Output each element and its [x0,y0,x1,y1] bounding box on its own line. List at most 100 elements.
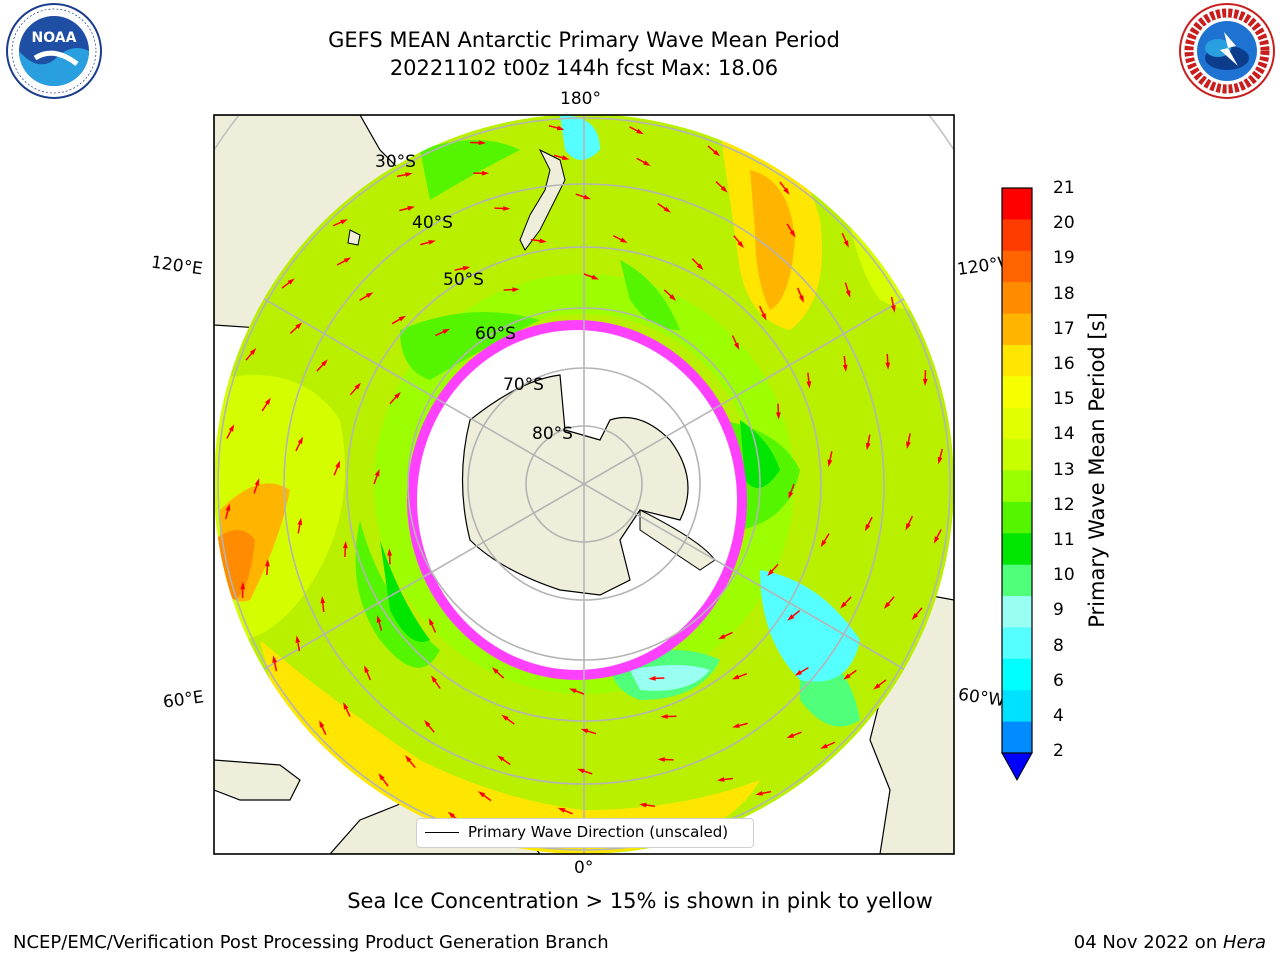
colorbar-tick-label: 16 [1053,354,1075,374]
colorbar-tick-label: 20 [1053,213,1075,234]
wave-arrow-head [343,702,349,710]
wave-arrow-head [407,206,415,211]
colorbar-segment [1002,564,1032,597]
wave-arrow-head [512,287,520,293]
wave-arrow-head [428,240,436,245]
wave-arrow-head [556,125,565,131]
wave-arrow-head [335,460,341,469]
colorbar-segment [1002,470,1032,503]
wave-arrow-head [424,719,431,727]
colorbar-tick-label: 17 [1053,318,1075,339]
wave-arrow-head [272,655,278,663]
wave-arrow-head [297,517,303,526]
wave-arrow-head [343,257,352,263]
lat-label-50s: 50°S [443,270,484,290]
wave-arrow-head [906,441,911,450]
wave-arrow-head [663,206,671,213]
wave-arrow-head [905,522,911,531]
wave-arrow-head [557,807,566,813]
wave-arrow-head [254,478,260,486]
wave-arrow-head [539,238,547,244]
wave-arrow-head [713,149,721,157]
wave-arrow-head [843,240,849,248]
wave-arrow-head [717,777,725,782]
lon-label-0: 0° [574,858,594,878]
legend-label: Primary Wave Direction (unscaled) [468,823,729,841]
wave-arrow-head [583,194,591,200]
wave-arrow-head [430,675,438,683]
wave-arrow-head [820,539,827,548]
wave-arrow-head [865,442,871,451]
wave-arrow-head [734,342,740,351]
legend-line-swatch [425,832,459,833]
wave-arrow-head [873,683,881,690]
wave-arrow-head [319,720,325,728]
colorbar-tick-label: 6 [1053,670,1064,691]
colorbar-tick-label: 13 [1053,459,1075,480]
wave-arrow-head [636,128,644,135]
noaa-logo: NOAA [6,3,102,99]
wave-arrow-head [761,312,767,321]
wave-arrow-head [265,559,270,567]
wave-arrow-head [720,185,728,193]
footer-date: 04 Nov 2022 on Hera [1073,932,1266,953]
colorbar-segment [1002,596,1032,628]
wave-arrow-head [820,743,828,749]
colorbar-segment [1002,376,1032,409]
wave-arrow-head [787,614,795,621]
colorbar-segment [1002,344,1032,377]
wave-arrow-head [478,791,486,798]
wave-arrow-head [696,263,704,271]
colorbar-tick-label: 11 [1053,530,1075,550]
wave-arrow-head [840,601,847,609]
wave-arrow-head [648,675,656,681]
lon-label-180: 180° [560,89,601,109]
wave-arrow-head [320,596,326,604]
wave-arrow-head [732,723,740,728]
footer-machine: Hera [1222,932,1266,953]
wave-arrow-head [775,412,781,420]
wave-arrow-head [447,811,455,819]
wave-arrow-head [580,728,589,734]
colorbar-segment [1002,627,1032,660]
colorbar-tick-label: 15 [1053,389,1075,410]
colorbar-tick-label: 10 [1053,565,1075,586]
wave-arrow-head [405,755,412,763]
colorbar-extend-arrow [1001,752,1033,782]
lat-label-60s: 60°S [475,324,516,344]
wave-arrow-head [374,468,380,477]
wave-arrow-head [398,315,407,322]
wave-arrow-head [639,802,647,808]
wave-arrow-head [342,540,348,549]
wave-arrow-head [240,581,246,590]
wave-arrow-head [643,160,651,167]
wave-arrow-head [340,219,348,225]
wave-arrow-head [717,634,726,640]
colorbar-segment [1002,188,1032,220]
colorbar-segment [1002,658,1032,691]
colorbar-segment [1002,533,1032,566]
colorbar-tick-label: 21 [1053,178,1075,198]
wave-arrow-head [657,757,665,762]
wave-arrow-head [491,667,499,674]
wave-arrow-head [405,172,413,178]
wave-arrow-head [731,674,740,680]
wave-arrow-head [264,397,271,405]
wave-arrow-head [462,266,471,271]
wave-arrow-head [249,347,257,355]
new-zealand-landmass [519,148,566,251]
wave-arrow-head [394,391,401,399]
wave-arrow-head [287,278,295,285]
wave-arrow-head [783,187,790,195]
wave-arrow-head [497,755,505,762]
colorbar-tick-label: 4 [1053,706,1064,726]
wave-arrow-head [364,665,370,673]
wave-arrow-head [883,601,891,609]
noaa-logo-text: NOAA [32,30,77,46]
wave-arrow-head [295,322,303,330]
wave-arrow-head [933,536,940,544]
lat-label-40s: 40°S [412,213,453,233]
wave-arrow-head [568,688,577,694]
colorbar-tick-label: 8 [1053,635,1064,656]
